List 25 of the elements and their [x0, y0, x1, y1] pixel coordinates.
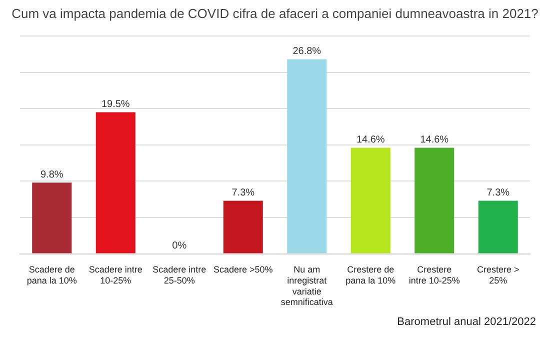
data-label: 14.6% [356, 134, 385, 146]
data-label: 0% [172, 240, 187, 252]
x-tick-label: Scadere intre 25-50% [152, 264, 206, 286]
data-label: 26.8% [292, 46, 322, 57]
bar [414, 148, 454, 254]
data-label: 19.5% [101, 98, 130, 110]
data-label: 9.8% [40, 169, 64, 180]
data-label: 14.6% [420, 134, 449, 146]
x-tick-label: Nu am inregistrat variatie semnificativa [280, 264, 333, 308]
bar [32, 182, 72, 254]
bar [96, 112, 136, 254]
chart-title: Cum va impacta pandemia de COVID cifra de afaceri a companiei dumneavoastra in 2021? [10, 6, 540, 21]
x-tick-label: Crestere de pana la 10% [346, 264, 396, 286]
x-tick-label: Crestere > 25% [476, 264, 520, 286]
x-tick-label: Scadere de pana la 10% [26, 264, 77, 286]
bar [223, 200, 263, 254]
x-tick-label: Crestere intre 10-25% [408, 264, 460, 286]
x-tick-label: Scadere >50% [213, 264, 273, 275]
bar [350, 148, 390, 254]
data-label: 7.3% [232, 188, 255, 199]
text: Barometrul anual 2021/2022 [397, 316, 536, 328]
bar [478, 200, 518, 254]
x-tick-label: Scadere intre 10-25% [88, 264, 142, 286]
bar [287, 59, 327, 254]
data-label: 7.3% [486, 188, 510, 199]
